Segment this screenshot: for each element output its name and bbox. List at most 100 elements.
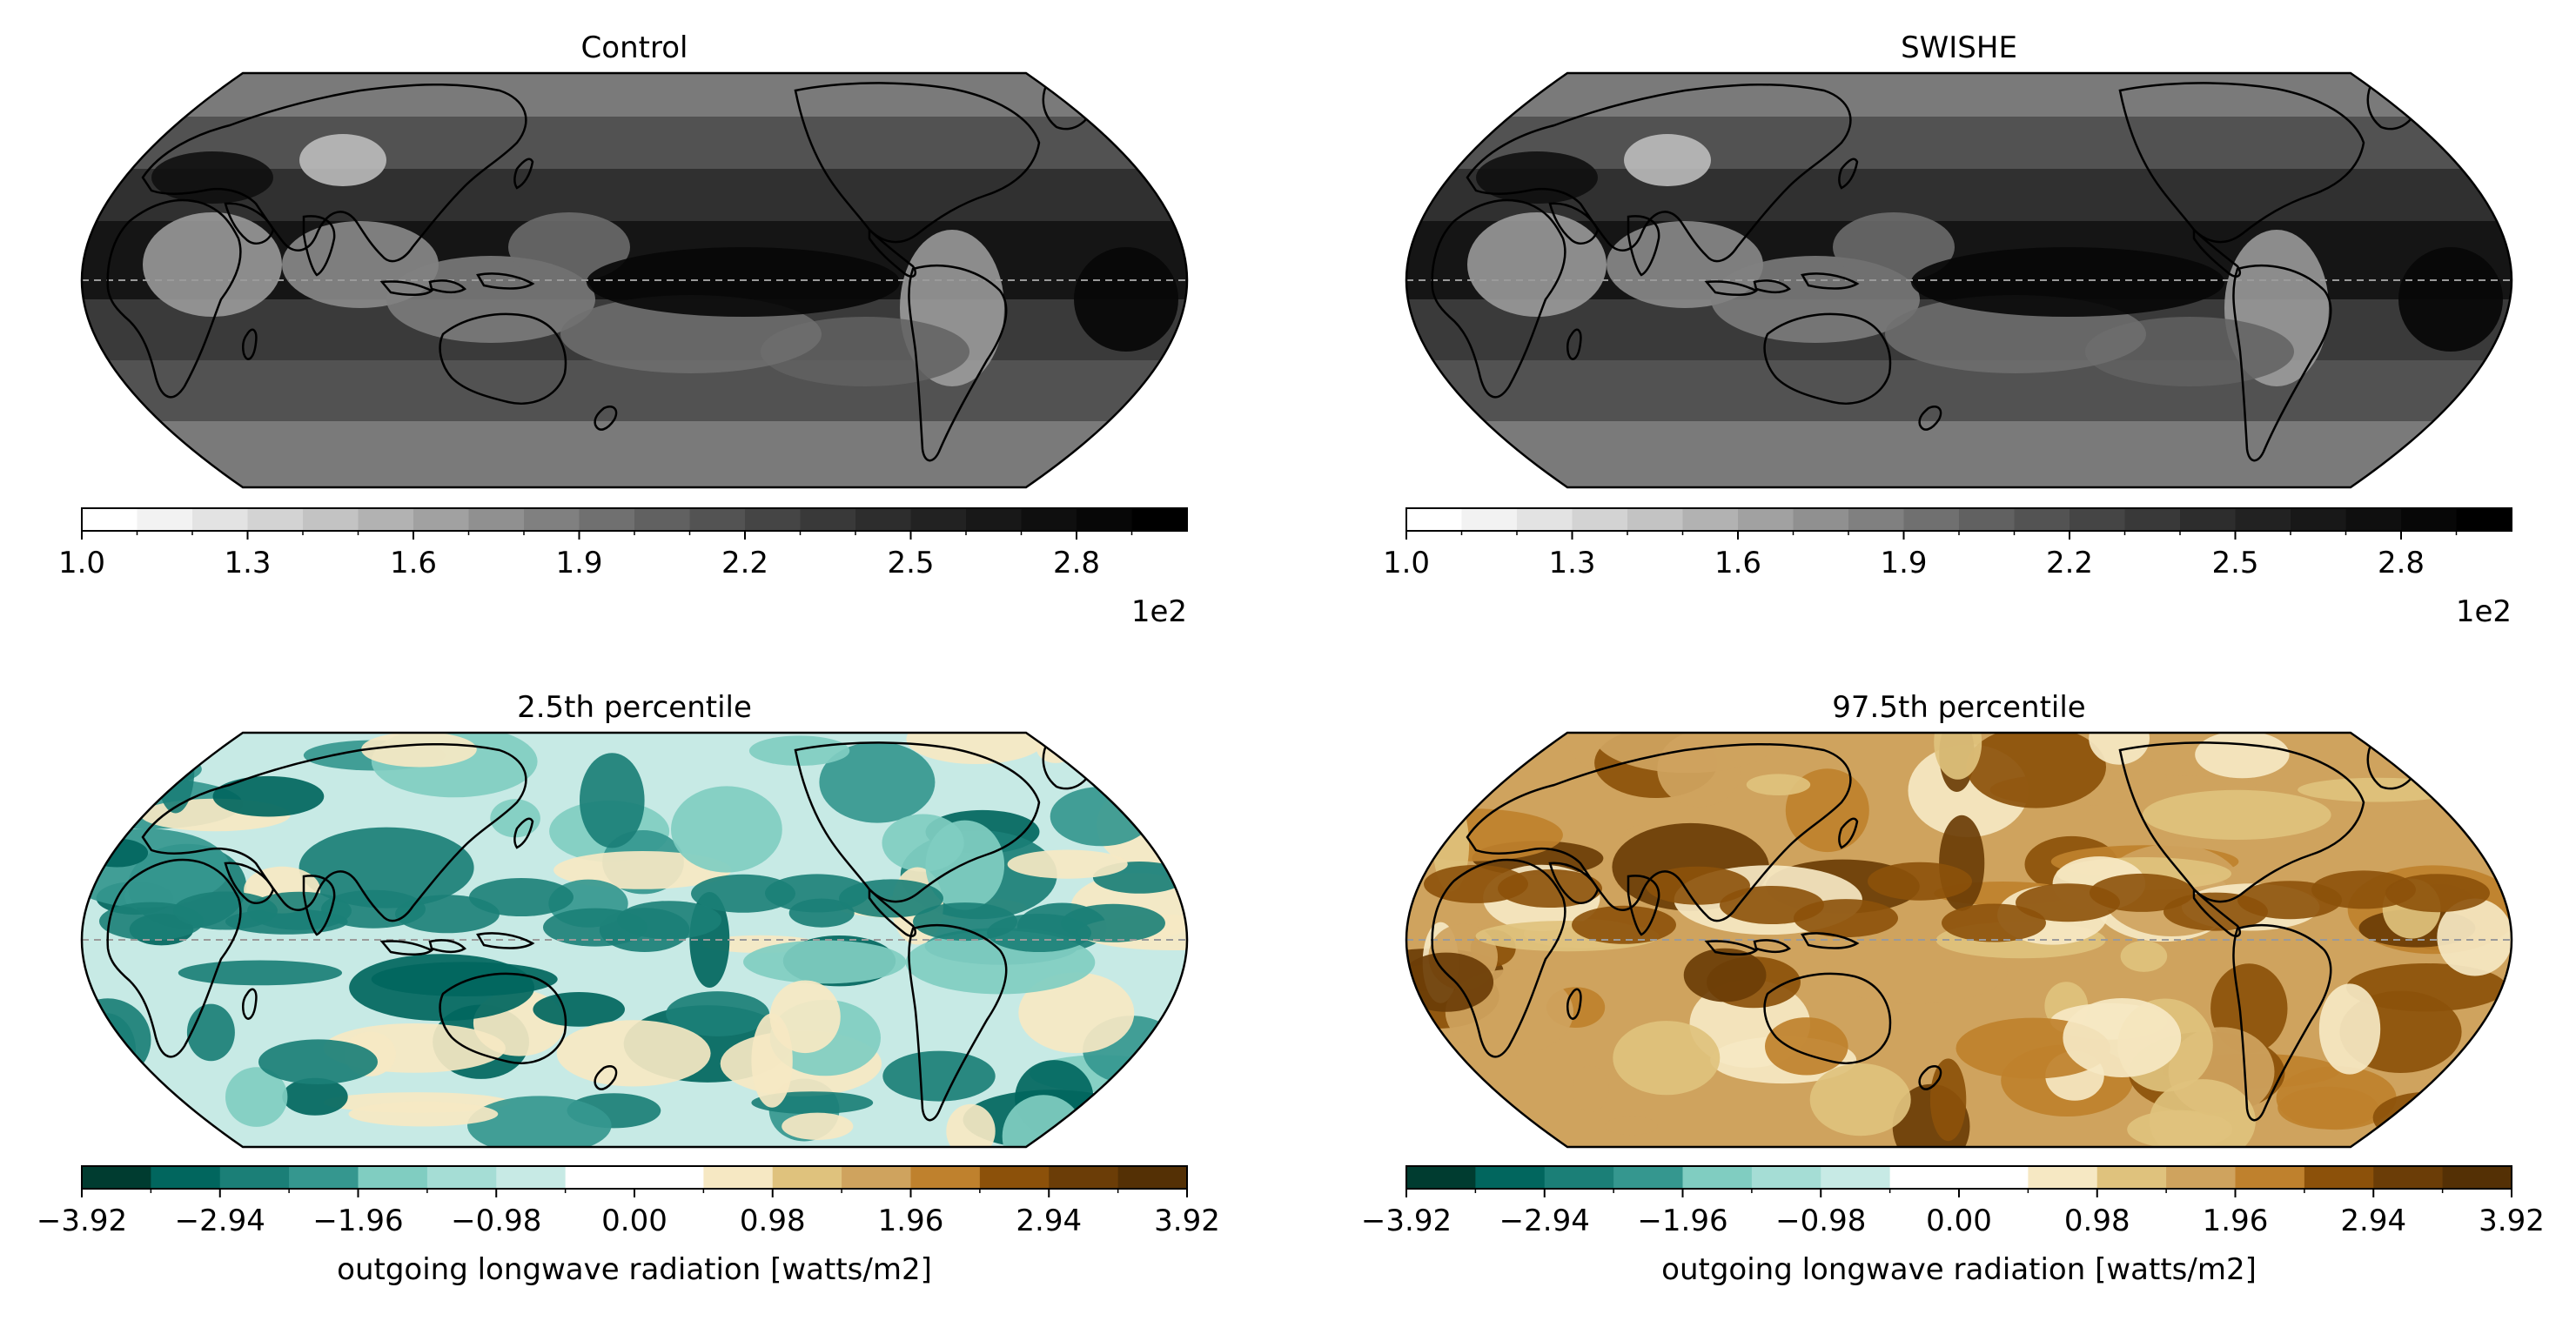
colorbar-segment [1117,1166,1188,1189]
colorbar-tick-label: −2.94 [1499,1204,1590,1238]
colorbar-segment [772,1166,842,1189]
map-panel-3: 2.5th percentile [80,690,1189,1149]
colorbar-segment [979,1166,1050,1189]
colorbar-segment [2096,1166,2167,1189]
colorbar-segment [2304,1166,2374,1189]
colorbar-segment [1021,508,1077,531]
colorbar-segment [745,508,801,531]
colorbar-segment [2442,1166,2512,1189]
colorbar-segment [2235,508,2291,531]
colorbar-segment [1475,1166,1546,1189]
colorbar-4: −3.92 −2.94 −1.96 −0.98 0.00 0.98 1.96 2.94 3.92… [1361,1165,2545,1287]
colorbar-tick-label: 2.5 [2211,546,2258,580]
colorbar-segment [358,508,414,531]
map-field [82,73,1187,487]
colorbar-1: 1.0 1.3 1.6 1.9 2.2 2.5 2.8 1e2 [58,507,1188,629]
colorbar-segment [1077,508,1132,531]
colorbar-tick-label: 0.98 [2064,1204,2130,1238]
colorbar-tick-label: 1.6 [390,546,437,580]
colorbar-tick-label: 3.92 [2479,1204,2545,1238]
colorbar-segment [1793,508,1849,531]
colorbar-segment [634,1166,704,1189]
colorbar-segment [703,1166,774,1189]
colorbar-segment [151,1166,221,1189]
colorbar-tick-label: 1.0 [1383,546,1430,580]
colorbar-segment [289,1166,359,1189]
colorbar-segment [468,508,525,531]
colorbar-tick-label: 1.3 [1548,546,1595,580]
colorbar-segment [2070,508,2125,531]
colorbar-tick-label: −1.96 [1637,1204,1727,1238]
colorbar-segment [1959,1166,2029,1189]
colorbar-segment [565,1166,635,1189]
colorbar-segment [855,508,911,531]
colorbar-segment [496,1166,567,1189]
map-panel-1: Control [80,30,1189,489]
colorbar-tick-label: −0.98 [1775,1204,1866,1238]
colorbar-segment [2373,1166,2444,1189]
colorbar-segment [1461,508,1518,531]
colorbar-segment [2235,1166,2305,1189]
colorbar-tick-label: 1.96 [2203,1204,2269,1238]
map-panel-4: 97.5th percentile [1405,690,2513,1149]
colorbar-segment [2291,508,2346,531]
colorbar-tick-label: 2.5 [887,546,934,580]
map-field [1406,733,2512,1147]
colorbar-offset-label: 1e2 [2456,594,2512,629]
colorbar-segment [2014,508,2070,531]
colorbar-segment [1903,508,1960,531]
colorbar-segment [800,508,856,531]
colorbar-tick-label: 2.94 [1016,1204,1082,1238]
colorbar-segment [219,1166,290,1189]
colorbar-segment [303,508,359,531]
colorbar-segment [1049,1166,1119,1189]
panel-title: 97.5th percentile [1832,690,2085,725]
colorbar-segment [1889,1166,1960,1189]
colorbar-segment [910,1166,981,1189]
colorbar-segment [426,1166,497,1189]
colorbar-tick-label: 1.0 [58,546,105,580]
colorbar-segment [192,508,248,531]
colorbar-3: −3.92 −2.94 −1.96 −0.98 0.00 0.98 1.96 2.94 3.92… [37,1165,1220,1287]
colorbar-label: outgoing longwave radiation [watts/m2] [1661,1252,2257,1287]
colorbar-segment [1406,508,1462,531]
panel-title: SWISHE [1901,30,2017,65]
colorbar-tick-label: 2.2 [2046,546,2093,580]
colorbar-segment [137,508,193,531]
colorbar-segment [1544,1166,1614,1189]
colorbar-tick-label: −3.92 [1361,1204,1452,1238]
colorbar-segment [2028,1166,2098,1189]
colorbar-tick-label: 1.9 [555,546,602,580]
colorbar-segment [2166,1166,2237,1189]
colorbar-tick-label: 2.94 [2340,1204,2406,1238]
colorbar-segment [1682,508,1739,531]
colorbar-segment [579,508,635,531]
colorbar-tick-label: 1.3 [224,546,271,580]
colorbar-offset-label: 1e2 [1131,594,1187,629]
colorbar-segment [2456,508,2512,531]
colorbar-tick-label: 0.98 [740,1204,806,1238]
panel-title: 2.5th percentile [517,690,752,725]
map-field [1406,73,2512,487]
colorbar-tick-label: −3.92 [37,1204,127,1238]
colorbar-tick-label: −0.98 [451,1204,541,1238]
colorbar-tick-label: 0.00 [1926,1204,1992,1238]
colorbar-segment [2124,508,2181,531]
colorbar-segment [1406,1166,1476,1189]
colorbar-tick-label: 1.6 [1714,546,1761,580]
colorbar-tick-label: 2.8 [1053,546,1100,580]
colorbar-segment [413,508,469,531]
colorbar-segment [82,508,138,531]
colorbar-segment [82,1166,151,1189]
colorbar-segment [2401,508,2457,531]
colorbar-segment [1751,1166,1821,1189]
colorbar-segment [1613,1166,1684,1189]
colorbar-segment [1848,508,1904,531]
colorbar-segment [1738,508,1794,531]
colorbar-segment [1572,508,1628,531]
colorbar-segment [1517,508,1573,531]
colorbar-tick-label: 0.00 [601,1204,667,1238]
colorbar-segment [2345,508,2402,531]
colorbar-label: outgoing longwave radiation [watts/m2] [337,1252,932,1287]
colorbar-segment [842,1166,912,1189]
